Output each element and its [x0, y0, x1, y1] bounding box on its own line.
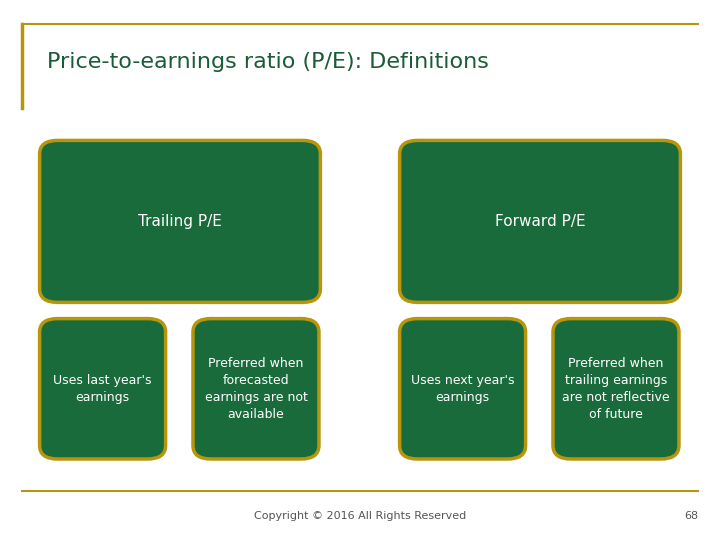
- FancyBboxPatch shape: [400, 140, 680, 302]
- Text: Price-to-earnings ratio (P/E): Definitions: Price-to-earnings ratio (P/E): Definitio…: [47, 52, 489, 72]
- Text: Uses next year's
earnings: Uses next year's earnings: [411, 374, 514, 404]
- FancyBboxPatch shape: [40, 319, 166, 459]
- Text: Trailing P/E: Trailing P/E: [138, 214, 222, 229]
- FancyBboxPatch shape: [553, 319, 679, 459]
- Text: Preferred when
trailing earnings
are not reflective
of future: Preferred when trailing earnings are not…: [562, 357, 670, 421]
- Text: Preferred when
forecasted
earnings are not
available: Preferred when forecasted earnings are n…: [204, 357, 307, 421]
- Text: Uses last year's
earnings: Uses last year's earnings: [53, 374, 152, 404]
- FancyBboxPatch shape: [40, 140, 320, 302]
- Text: 68: 68: [684, 511, 698, 521]
- FancyBboxPatch shape: [400, 319, 526, 459]
- Text: Forward P/E: Forward P/E: [495, 214, 585, 229]
- Text: Copyright © 2016 All Rights Reserved: Copyright © 2016 All Rights Reserved: [254, 511, 466, 521]
- FancyBboxPatch shape: [193, 319, 319, 459]
